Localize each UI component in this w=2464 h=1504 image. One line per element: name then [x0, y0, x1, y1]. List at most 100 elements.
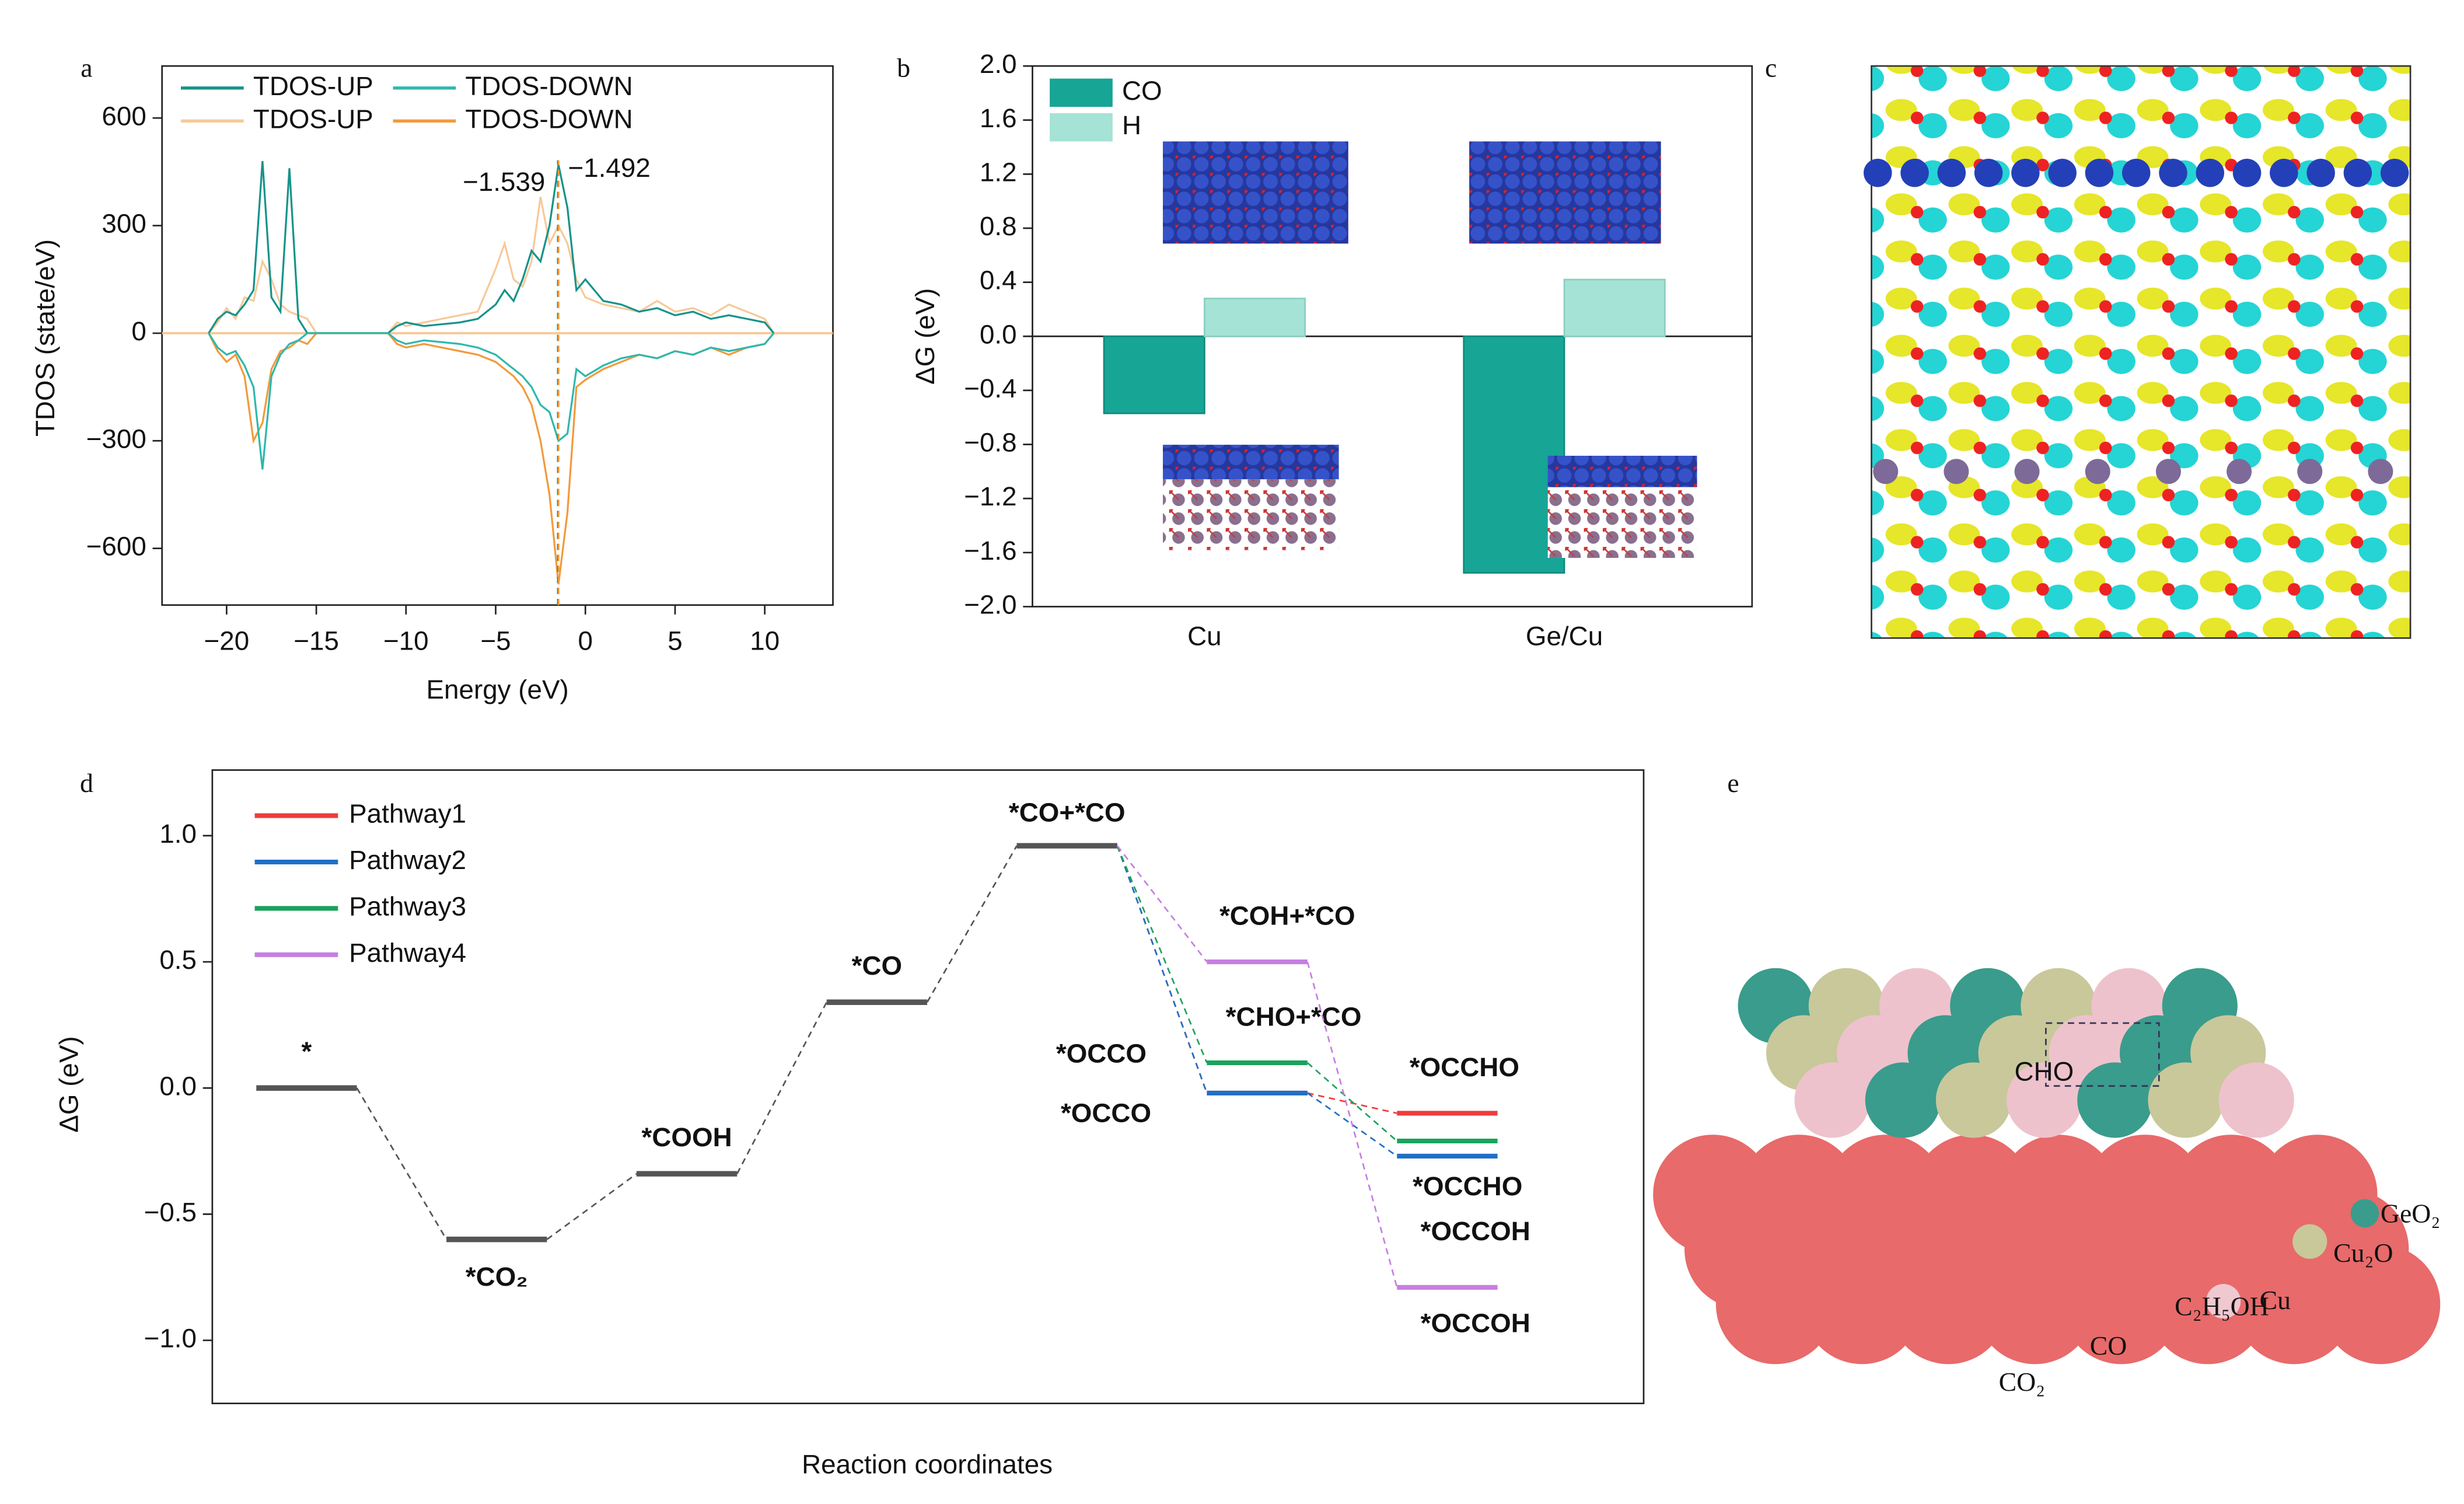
sphere — [1935, 1062, 2012, 1138]
atom — [2368, 459, 2393, 484]
sphere — [1715, 1244, 1836, 1365]
level-label: *OCCHO — [1410, 1052, 1519, 1082]
y-tick-label: −300 — [86, 424, 146, 453]
y-tick-label: 0.8 — [980, 211, 1017, 241]
y-tick-label: 600 — [102, 101, 146, 131]
x-tick-label: 10 — [750, 626, 780, 655]
legend-label: H — [1122, 110, 1141, 140]
level-label: * — [302, 1037, 312, 1066]
legend-label: TDOS-UP — [253, 104, 373, 134]
connector — [1116, 845, 1208, 962]
image-label: Cu₂O — [2333, 1238, 2393, 1268]
panel-label: a — [81, 53, 92, 83]
y-tick-label: 300 — [102, 209, 146, 239]
image-label: CHO — [2015, 1056, 2074, 1086]
connector — [1116, 845, 1208, 1063]
sphere — [1889, 1244, 2008, 1365]
atom — [1974, 158, 2003, 187]
annotation-label: −1.539 — [463, 167, 545, 197]
y-tick-label: −2.0 — [964, 590, 1016, 620]
y-tick-label: −0.8 — [964, 428, 1016, 458]
structure-inset — [1547, 487, 1697, 558]
y-tick-label: −1.2 — [964, 481, 1016, 511]
bar — [1563, 278, 1666, 337]
level-label: *CO+*CO — [1009, 797, 1126, 827]
y-tick-label: −0.4 — [964, 374, 1016, 403]
sphere — [1975, 1244, 2095, 1365]
panel-label: e — [1727, 768, 1739, 798]
sphere — [2077, 1062, 2153, 1138]
atom — [1900, 158, 1929, 187]
x-tick-label: −15 — [293, 626, 339, 655]
x-tick-label: −20 — [204, 626, 250, 655]
plot-frame — [211, 769, 1645, 1405]
y-tick-label: −1.0 — [144, 1324, 197, 1353]
panel-label: d — [80, 768, 93, 798]
legend-label: Pathway2 — [349, 845, 466, 875]
y-tick-label: 2.0 — [980, 49, 1017, 79]
level-label: *OCCOH — [1421, 1308, 1530, 1338]
legend-sphere — [2292, 1224, 2327, 1259]
image-label: GeO₂ — [2381, 1199, 2440, 1229]
x-tick-label: Cu — [1187, 621, 1222, 651]
sphere — [1802, 1244, 1922, 1365]
atom — [2380, 158, 2409, 187]
level-label: *CO₂ — [466, 1262, 528, 1292]
image-label: CO — [2090, 1331, 2127, 1360]
atom — [1864, 158, 1892, 187]
y-tick-label: 0.0 — [980, 319, 1017, 349]
structure-inset — [1469, 141, 1661, 244]
y-tick-label: 0 — [131, 316, 146, 346]
legend-label: CO — [1122, 76, 1162, 106]
series-line — [208, 160, 775, 334]
legend-label: TDOS-DOWN — [465, 104, 632, 134]
legend-swatch — [1050, 113, 1113, 142]
legend-label: TDOS-UP — [253, 71, 373, 101]
y-tick-label: 1.6 — [980, 103, 1017, 133]
series-line — [208, 332, 775, 470]
sphere — [2007, 1062, 2082, 1138]
sphere — [2061, 1244, 2181, 1365]
bar — [1204, 298, 1306, 337]
atom — [1873, 459, 1899, 484]
atom — [2227, 459, 2252, 484]
connector — [1306, 1092, 1398, 1157]
atom — [2048, 158, 2077, 187]
level-label: *OCCHO — [1413, 1171, 1522, 1201]
x-tick-label: −5 — [480, 626, 511, 655]
atom — [2155, 459, 2181, 484]
x-axis-title: Energy (eV) — [427, 675, 569, 704]
connector — [356, 1087, 448, 1240]
x-tick-label: −10 — [383, 626, 429, 655]
level-label: *OCCOH — [1421, 1216, 1530, 1246]
series-line — [208, 332, 775, 585]
catalyst-image — [1653, 968, 2441, 1365]
y-axis-title: TDOS (state/eV) — [30, 239, 60, 437]
y-axis-title: ΔG (eV) — [54, 1036, 84, 1132]
atom — [2232, 158, 2262, 187]
legend-label: TDOS-DOWN — [465, 71, 632, 101]
atom — [2196, 158, 2224, 187]
level-label: *COOH — [642, 1122, 732, 1152]
sphere — [2234, 1244, 2354, 1365]
atom — [2297, 459, 2323, 484]
sphere — [1865, 1062, 1941, 1138]
level-label: *CHO+*CO — [1226, 1002, 1362, 1032]
connector — [736, 1001, 827, 1174]
atom — [2011, 158, 2040, 187]
connector — [1306, 961, 1398, 1288]
level-label: *OCCO — [1061, 1098, 1151, 1128]
y-tick-label: 0.5 — [159, 945, 197, 975]
y-axis-title: ΔG (eV) — [910, 288, 940, 385]
annotation-label: −1.492 — [568, 153, 651, 183]
atom — [2343, 158, 2372, 187]
y-tick-label: −1.6 — [964, 536, 1016, 566]
sphere — [2320, 1244, 2441, 1365]
y-tick-label: 1.2 — [980, 157, 1017, 187]
y-tick-label: 0.0 — [159, 1071, 197, 1101]
atom — [2085, 459, 2110, 484]
bar — [1463, 335, 1565, 574]
x-tick-label: 5 — [667, 626, 682, 655]
atom — [2122, 158, 2151, 187]
image-label: CO₂ — [1999, 1367, 2046, 1397]
